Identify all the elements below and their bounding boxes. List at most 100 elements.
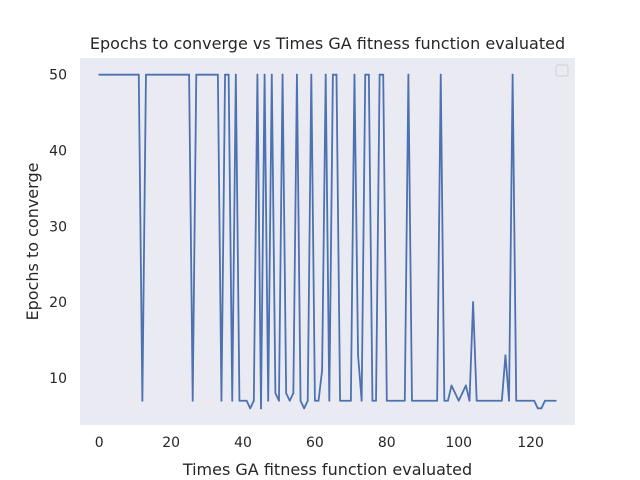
data-point [198,73,201,76]
data-point [518,399,521,402]
data-point [116,73,119,76]
data-point [159,73,162,76]
data-point [216,73,219,76]
data-point [414,399,417,402]
data-point [411,399,413,402]
data-point [249,407,252,410]
data-point [515,399,518,402]
data-point [335,73,338,76]
series-points [98,73,557,410]
data-point [191,399,194,402]
data-point [533,399,536,402]
data-point [432,399,435,402]
data-point [367,73,370,76]
data-point [540,407,543,410]
data-point [188,73,191,76]
data-point [497,399,500,402]
data-point [349,399,352,402]
data-point [119,73,122,76]
data-point [274,392,277,395]
data-point [382,73,385,76]
data-point [306,399,309,402]
data-point [357,354,359,357]
data-point [112,73,115,76]
data-point [504,354,507,357]
data-point [429,399,431,402]
data-point [472,301,474,304]
data-point [353,73,356,76]
data-point [127,73,129,76]
data-point [206,73,208,76]
data-point [554,399,557,402]
x-tick-label: 0 [95,435,104,451]
data-point [378,73,381,76]
data-point [173,73,176,76]
data-point [403,399,406,402]
data-point [163,73,165,76]
data-point [109,73,111,76]
data-point [281,73,284,76]
chart-title: Epochs to converge vs Times GA fitness f… [90,34,565,53]
data-point [213,73,216,76]
data-point [177,73,180,76]
y-tick-label: 10 [49,371,67,387]
data-point [152,73,155,76]
data-point [508,399,510,402]
x-tick-label: 20 [162,435,180,451]
data-point [184,73,187,76]
data-point [105,73,108,76]
data-point [375,399,377,402]
data-point [314,399,316,402]
data-point [310,73,313,76]
data-point [536,407,539,410]
data-point [303,407,306,410]
data-point [389,399,392,402]
data-point [321,369,324,372]
data-point [364,73,367,76]
y-tick-label: 40 [49,144,67,160]
data-point [278,399,280,402]
data-point [331,73,334,76]
x-tick-label: 100 [445,435,472,451]
data-point [393,399,395,402]
data-point [134,73,137,76]
data-point [227,73,230,76]
data-point [98,73,101,76]
data-point [292,392,295,395]
data-point [468,399,471,402]
data-point [288,399,291,402]
data-point [130,73,133,76]
data-point [224,73,226,76]
y-axis-ticks: 10 20 30 40 50 [49,68,67,387]
data-point [317,399,320,402]
data-point [479,399,482,402]
data-point [439,73,442,76]
data-point [371,399,374,402]
data-point [328,399,331,402]
data-point [421,399,424,402]
data-point [101,73,104,76]
data-point [447,399,449,402]
data-point [324,73,327,76]
x-axis-label: Times GA fitness function evaluated [182,460,472,479]
data-point [270,73,273,76]
data-point [123,73,126,76]
data-point [252,399,255,402]
data-point [450,384,453,387]
data-point [245,399,248,402]
data-point [231,399,234,402]
x-tick-label: 40 [234,435,252,451]
data-point [296,73,298,76]
data-point [475,399,478,402]
y-tick-label: 30 [49,219,67,235]
data-point [490,399,492,402]
data-point [482,399,485,402]
data-point [181,73,183,76]
data-point [418,399,421,402]
data-point [238,399,241,402]
data-point [267,399,270,402]
data-point [263,73,266,76]
data-point [443,399,446,402]
data-point [400,399,403,402]
